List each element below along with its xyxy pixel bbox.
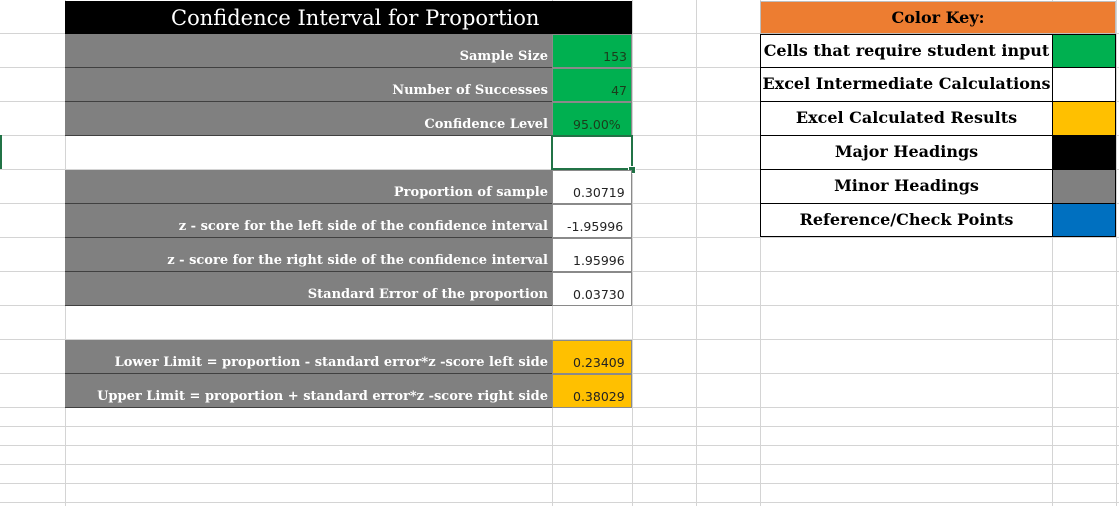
- selected-cell[interactable]: [551, 135, 633, 170]
- key-label-intermediate: Excel Intermediate Calculations: [760, 67, 1053, 102]
- key-label-student-input: Cells that require student input: [760, 34, 1053, 68]
- key-label-major-headings: Major Headings: [760, 135, 1053, 170]
- page-title[interactable]: Confidence Interval for Proportion: [65, 1, 632, 34]
- active-row-indicator: [0, 135, 2, 169]
- lower-limit-value[interactable]: 0.23409: [552, 340, 632, 374]
- color-key-title[interactable]: Color Key:: [760, 1, 1116, 34]
- swatch-intermediate: [1052, 67, 1116, 102]
- number-of-successes-input[interactable]: 47: [552, 68, 632, 102]
- upper-limit-label: Upper Limit = proportion + standard erro…: [65, 374, 552, 408]
- key-label-reference-points: Reference/Check Points: [760, 203, 1053, 237]
- standard-error-value[interactable]: 0.03730: [552, 272, 632, 306]
- proportion-of-sample-value[interactable]: 0.30719: [552, 170, 632, 204]
- swatch-reference-points: [1052, 203, 1116, 237]
- proportion-of-sample-label: Proportion of sample: [65, 170, 552, 204]
- key-label-minor-headings: Minor Headings: [760, 169, 1053, 204]
- sample-size-label: Sample Size: [65, 34, 552, 68]
- z-score-left-value[interactable]: -1.95996: [552, 204, 632, 238]
- confidence-level-input[interactable]: 95.00%: [552, 102, 632, 136]
- swatch-minor-headings: [1052, 169, 1116, 204]
- upper-limit-value[interactable]: 0.38029: [552, 374, 632, 408]
- confidence-level-label: Confidence Level: [65, 102, 552, 136]
- lower-limit-label: Lower Limit = proportion - standard erro…: [65, 340, 552, 374]
- swatch-calculated-results: [1052, 101, 1116, 136]
- key-label-calculated-results: Excel Calculated Results: [760, 101, 1053, 136]
- z-score-right-value[interactable]: 1.95996: [552, 238, 632, 272]
- number-of-successes-label: Number of Successes: [65, 68, 552, 102]
- standard-error-label: Standard Error of the proportion: [65, 272, 552, 306]
- z-score-left-label: z - score for the left side of the confi…: [65, 204, 552, 238]
- swatch-major-headings: [1052, 135, 1116, 170]
- z-score-right-label: z - score for the right side of the conf…: [65, 238, 552, 272]
- sample-size-input[interactable]: 153: [552, 34, 632, 68]
- swatch-student-input: [1052, 34, 1116, 68]
